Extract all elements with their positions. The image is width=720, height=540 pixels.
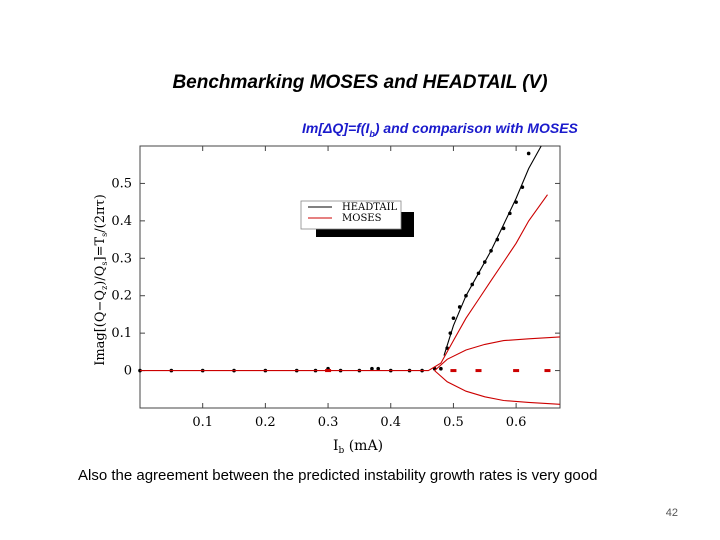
data-point-headtail [376, 366, 381, 371]
x-tick-label: 0.6 [506, 415, 527, 430]
x-tick-label: 0.1 [192, 415, 213, 430]
y-tick-label: 0.3 [111, 251, 132, 266]
data-point-moses-points [544, 369, 551, 373]
chart-title-rest: ) and comparison with MOSES [374, 120, 578, 136]
y-axis-label: Imag[(Q−Qz)/Qs]=Ts/(2πτ) [93, 194, 109, 366]
x-axis-ticks: 0.1 0.2 0.3 0.4 0.5 0.6 [192, 146, 526, 430]
x-tick-label: 0.5 [443, 415, 464, 430]
y-tick-label: 0.4 [111, 214, 132, 229]
series-layer [138, 145, 561, 405]
x-tick-label: 0.3 [318, 415, 339, 430]
data-point-headtail [439, 366, 443, 371]
y-tick-label: 0.2 [111, 289, 132, 304]
x-axis-label: Ib (mA) [333, 438, 383, 456]
data-point-headtail [370, 366, 374, 371]
y-tick-label: 0 [124, 364, 132, 379]
legend: HEADTAIL MOSES [300, 200, 414, 237]
page-number: 42 [665, 507, 678, 519]
legend-label-headtail: HEADTAIL [342, 202, 398, 213]
series-line-headtail-fit [443, 145, 542, 356]
legend-label-moses: MOSES [342, 213, 382, 224]
y-tick-label: 0.5 [111, 176, 132, 191]
series-line-moses-upper [434, 336, 561, 372]
data-point-headtail [451, 316, 456, 320]
series-line-moses [140, 194, 548, 372]
caption: Also the agreement between the predicted… [78, 467, 598, 484]
plot-frame [139, 145, 561, 409]
data-point-moses-points [475, 369, 482, 373]
x-tick-label: 0.4 [380, 415, 401, 430]
chart-title-subscript: b [369, 128, 375, 139]
chart-title: Im[ΔQ]=f(Ib) and comparison with MOSES [302, 120, 578, 139]
data-point-moses-points [450, 369, 457, 373]
x-tick-label: 0.2 [255, 415, 276, 430]
legend-box [300, 200, 402, 230]
growth-rate-chart: 0.1 0.2 0.3 0.4 0.5 0.6 0 0.1 0.2 0.3 0.4 0.5 HEAD… [93, 145, 561, 456]
data-point-moses-points [513, 369, 520, 373]
series-line-moses-lower [434, 370, 561, 405]
data-point-headtail [526, 151, 531, 156]
data-point-moses-points [325, 369, 332, 373]
slide-title: Benchmarking MOSES and HEADTAIL (V) [172, 72, 548, 93]
chart-title-main: Im[ΔQ]=f(I [302, 120, 370, 136]
y-tick-label: 0.1 [111, 326, 132, 341]
